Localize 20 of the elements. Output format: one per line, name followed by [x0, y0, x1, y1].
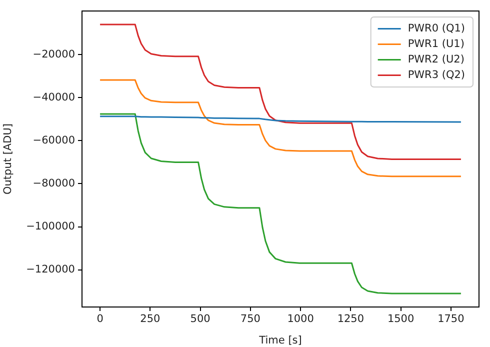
- y-tick-label: −40000: [32, 91, 75, 104]
- y-tick-label: −100000: [26, 220, 75, 232]
- y-tick-label: −80000: [32, 177, 75, 190]
- x-tick-label: 1500: [387, 313, 414, 326]
- legend-label: PWR2 (U2): [408, 53, 464, 66]
- x-tick-label: 1750: [438, 313, 464, 326]
- legend-label: PWR0 (Q1): [408, 22, 466, 34]
- y-axis-title: Output [ADU]: [2, 124, 14, 194]
- y-tick-label: −120000: [26, 264, 75, 276]
- legend-label: PWR1 (U1): [408, 38, 464, 50]
- x-tick-label: 250: [140, 313, 160, 326]
- y-tick-label: −20000: [32, 48, 75, 60]
- x-tick-label: 500: [190, 313, 210, 326]
- x-tick-label: 1000: [287, 313, 314, 326]
- y-tick-label: −60000: [32, 134, 75, 146]
- x-tick-label: 0: [96, 313, 104, 326]
- x-tick-label: 1250: [337, 313, 364, 326]
- x-tick-label: 750: [240, 313, 260, 326]
- x-axis-title: Time [s]: [258, 334, 302, 346]
- legend-label: PWR3 (Q2): [408, 68, 466, 81]
